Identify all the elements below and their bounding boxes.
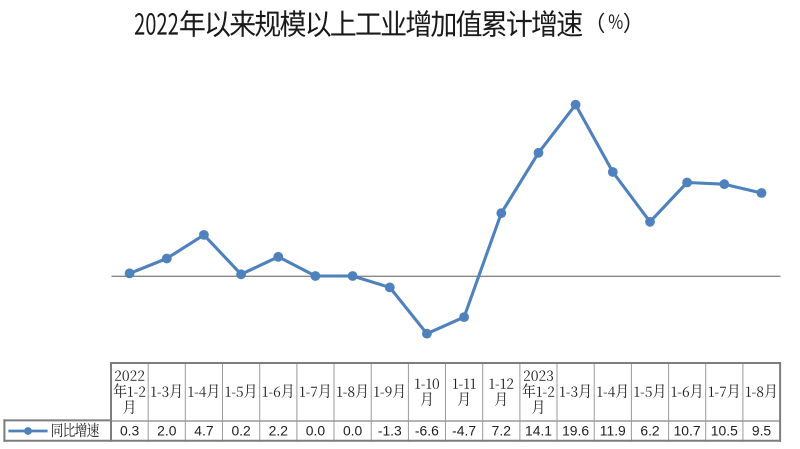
svg-text:19.6: 19.6 [562,422,589,438]
svg-text:-4.7: -4.7 [452,422,476,438]
svg-text:-1.3: -1.3 [378,422,402,438]
svg-text:11.9: 11.9 [600,422,626,438]
svg-text:9.5: 9.5 [752,422,772,438]
svg-text:0.3: 0.3 [120,422,140,438]
svg-text:2.2: 2.2 [269,422,289,438]
svg-text:10.7: 10.7 [674,422,701,438]
svg-text:-6.6: -6.6 [415,422,439,438]
svg-text:6.2: 6.2 [640,422,660,438]
svg-text:7.2: 7.2 [492,422,512,438]
svg-text:0.0: 0.0 [306,422,326,438]
svg-text:14.1: 14.1 [525,422,552,438]
svg-text:4.7: 4.7 [194,422,214,438]
svg-text:10.5: 10.5 [711,422,738,438]
svg-text:0.2: 0.2 [231,422,251,438]
svg-text:2.0: 2.0 [157,422,177,438]
svg-text:0.0: 0.0 [343,422,363,438]
